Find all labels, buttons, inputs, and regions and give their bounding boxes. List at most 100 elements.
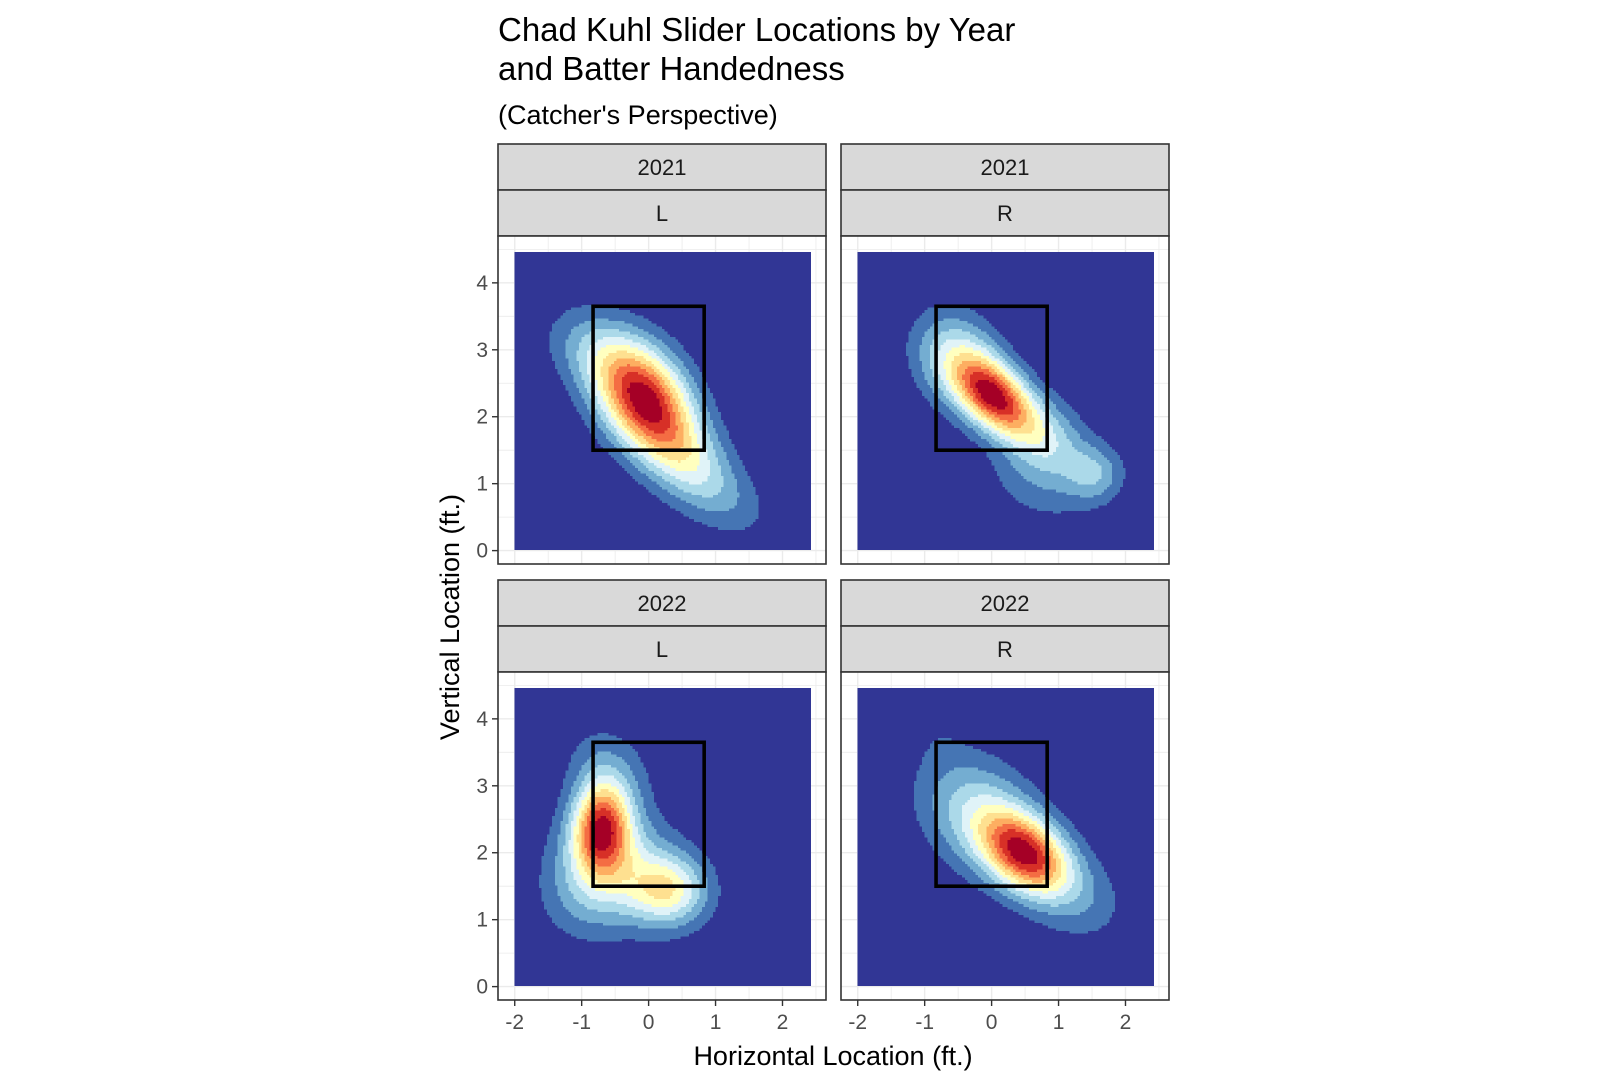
density-cell bbox=[629, 526, 634, 530]
density-cell bbox=[680, 470, 685, 474]
density-cell bbox=[790, 494, 794, 498]
density-cell bbox=[608, 481, 612, 485]
density-cell bbox=[600, 523, 604, 528]
density-cell bbox=[803, 435, 808, 439]
density-cell bbox=[544, 432, 548, 437]
density-cell bbox=[726, 499, 730, 504]
density-cell bbox=[619, 505, 623, 509]
density-cell bbox=[702, 475, 706, 479]
density-cell bbox=[686, 470, 690, 474]
density-cell bbox=[608, 521, 612, 525]
density-cell bbox=[739, 478, 743, 482]
density-cell bbox=[645, 505, 650, 509]
density-cell bbox=[803, 462, 808, 466]
density-cell bbox=[544, 499, 548, 504]
density-cell bbox=[790, 523, 794, 528]
density-cell bbox=[522, 467, 527, 471]
density-cell bbox=[541, 545, 545, 549]
density-cell bbox=[675, 475, 679, 479]
density-cell bbox=[517, 456, 521, 461]
density-cell bbox=[619, 443, 623, 447]
density-cell bbox=[803, 481, 808, 485]
density-cell bbox=[675, 521, 679, 525]
density-cell bbox=[605, 505, 610, 509]
density-cell bbox=[544, 545, 548, 549]
density-cell bbox=[696, 454, 701, 458]
density-cell bbox=[595, 459, 599, 463]
density-cell bbox=[541, 510, 545, 514]
density-cell bbox=[589, 515, 593, 520]
density-cell bbox=[522, 470, 527, 474]
density-cell bbox=[699, 531, 703, 536]
density-cell bbox=[643, 486, 647, 490]
density-cell bbox=[592, 467, 596, 471]
density-cell bbox=[520, 515, 524, 520]
density-cell bbox=[653, 502, 658, 506]
density-cell bbox=[651, 435, 655, 439]
density-cell bbox=[680, 459, 685, 463]
density-cell bbox=[712, 502, 717, 506]
density-cell bbox=[530, 446, 535, 450]
density-cell bbox=[624, 481, 628, 485]
density-cell bbox=[771, 529, 776, 533]
density-cell bbox=[584, 486, 588, 490]
density-cell bbox=[712, 545, 717, 549]
density-cell bbox=[809, 478, 811, 482]
density-cell bbox=[734, 513, 738, 517]
density-cell bbox=[798, 470, 802, 474]
density-cell bbox=[595, 489, 599, 493]
density-cell bbox=[680, 510, 685, 514]
density-cell bbox=[686, 432, 690, 437]
density-cell bbox=[533, 542, 537, 546]
density-cell bbox=[734, 547, 738, 550]
density-cell bbox=[514, 451, 519, 455]
density-cell bbox=[707, 443, 711, 447]
density-cell bbox=[595, 451, 599, 455]
density-cell bbox=[688, 507, 693, 512]
density-cell bbox=[536, 443, 540, 447]
density-cell bbox=[522, 534, 527, 538]
density-cell bbox=[544, 531, 548, 536]
density-cell bbox=[758, 467, 762, 471]
density-cell bbox=[627, 499, 631, 504]
density-cell bbox=[651, 537, 655, 541]
density-cell bbox=[769, 448, 773, 453]
density-cell bbox=[739, 467, 743, 471]
density-cell bbox=[670, 467, 674, 471]
density-cell bbox=[806, 483, 810, 487]
density-cell bbox=[637, 481, 642, 485]
density-cell bbox=[664, 494, 668, 498]
density-cell bbox=[656, 507, 660, 512]
density-cell bbox=[637, 494, 642, 498]
density-cell bbox=[712, 456, 717, 461]
density-cell bbox=[632, 507, 636, 512]
density-cell bbox=[600, 507, 604, 512]
density-cell bbox=[579, 443, 583, 447]
density-cell bbox=[554, 438, 559, 442]
density-cell bbox=[683, 486, 687, 490]
density-cell bbox=[648, 470, 652, 474]
density-cell bbox=[643, 497, 647, 501]
density-cell bbox=[712, 505, 717, 509]
density-cell bbox=[568, 486, 572, 490]
density-cell bbox=[619, 475, 623, 479]
density-cell bbox=[806, 510, 810, 514]
density-cell bbox=[766, 454, 770, 458]
density-cell bbox=[801, 467, 805, 471]
density-cell bbox=[670, 472, 674, 477]
density-cell bbox=[627, 464, 631, 469]
density-cell bbox=[728, 502, 733, 506]
density-cell bbox=[589, 464, 593, 469]
density-cell bbox=[672, 446, 676, 450]
density-cell bbox=[562, 435, 567, 439]
density-cell bbox=[530, 513, 535, 517]
density-cell bbox=[659, 518, 663, 522]
density-cell bbox=[659, 539, 663, 544]
density-cell bbox=[656, 547, 660, 550]
density-cell bbox=[790, 432, 794, 437]
density-cell bbox=[635, 518, 639, 522]
density-cell bbox=[562, 542, 567, 546]
density-cell bbox=[562, 547, 567, 550]
density-cell bbox=[766, 494, 770, 498]
density-cell bbox=[589, 475, 593, 479]
